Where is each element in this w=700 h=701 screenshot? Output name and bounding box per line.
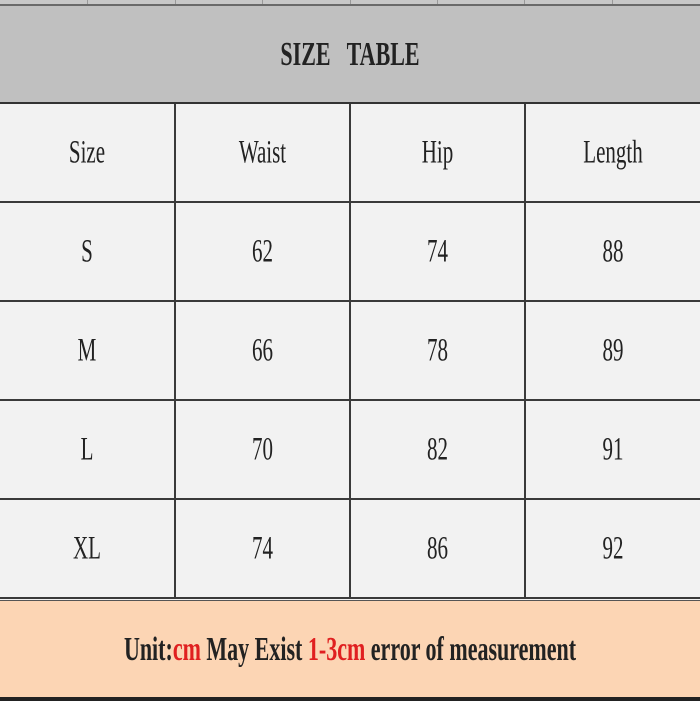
table-cell: 62 (174, 202, 351, 302)
note-unit: cm (172, 628, 201, 668)
cell-text: L (80, 430, 94, 468)
cell-text: 78 (427, 331, 448, 369)
cell-text: 86 (427, 529, 448, 567)
title-text: SIZE TABLE (280, 33, 420, 73)
cell-text: XL (73, 529, 101, 567)
table-title: SIZE TABLE (0, 6, 700, 105)
table-cell: 91 (524, 400, 700, 500)
cell-text: 62 (252, 232, 273, 270)
table-cell: 78 (349, 301, 526, 401)
cell-text: 88 (602, 232, 624, 270)
cell-text: 74 (427, 232, 448, 270)
table-cell: 88 (524, 202, 700, 302)
table-cell: L (0, 400, 176, 500)
size-table: Size Waist Hip Length S 62 74 88 M 66 78 89 L 70 82 91 X… (0, 104, 700, 599)
cell-text: M (77, 331, 97, 369)
cell-text: 82 (427, 430, 448, 468)
table-row: S 62 74 88 (0, 202, 700, 302)
cell-text: 70 (252, 430, 273, 468)
table-cell: 86 (349, 499, 526, 599)
measurement-note: Unit:cm May Exist 1-3cm error of measure… (0, 600, 700, 701)
cell-text: Size (68, 133, 106, 171)
table-cell: 82 (349, 400, 526, 500)
note-end: error of measurement (365, 628, 577, 668)
table-row: L 70 82 91 (0, 400, 700, 500)
header-cell: Waist (174, 104, 351, 203)
table-cell: 74 (174, 499, 351, 599)
header-row: Size Waist Hip Length (0, 104, 700, 203)
table-cell: 89 (524, 301, 700, 401)
note-range: 1-3cm (307, 628, 366, 668)
table-cell: 70 (174, 400, 351, 500)
table-cell: 66 (174, 301, 351, 401)
table-row: XL 74 86 92 (0, 499, 700, 599)
cell-text: S (81, 232, 93, 270)
note-unit-label: Unit: (123, 628, 173, 668)
cell-text: 92 (602, 529, 624, 567)
header-cell: Length (524, 104, 700, 203)
top-strip (0, 0, 700, 6)
cell-text: 89 (602, 331, 624, 369)
table-row: M 66 78 89 (0, 301, 700, 401)
cell-text: Waist (238, 133, 287, 171)
table-cell: XL (0, 499, 176, 599)
header-cell: Size (0, 104, 176, 203)
note-middle: May Exist (200, 628, 308, 668)
table-cell: 74 (349, 202, 526, 302)
table-cell: 92 (524, 499, 700, 599)
cell-text: 74 (252, 529, 273, 567)
cell-text: Length (583, 133, 643, 171)
header-cell: Hip (349, 104, 526, 203)
cell-text: 91 (602, 430, 624, 468)
table-cell: S (0, 202, 176, 302)
cell-text: Hip (421, 133, 454, 171)
table-cell: M (0, 301, 176, 401)
cell-text: 66 (252, 331, 273, 369)
note-text: Unit:cm May Exist 1-3cm error of measure… (124, 629, 576, 669)
